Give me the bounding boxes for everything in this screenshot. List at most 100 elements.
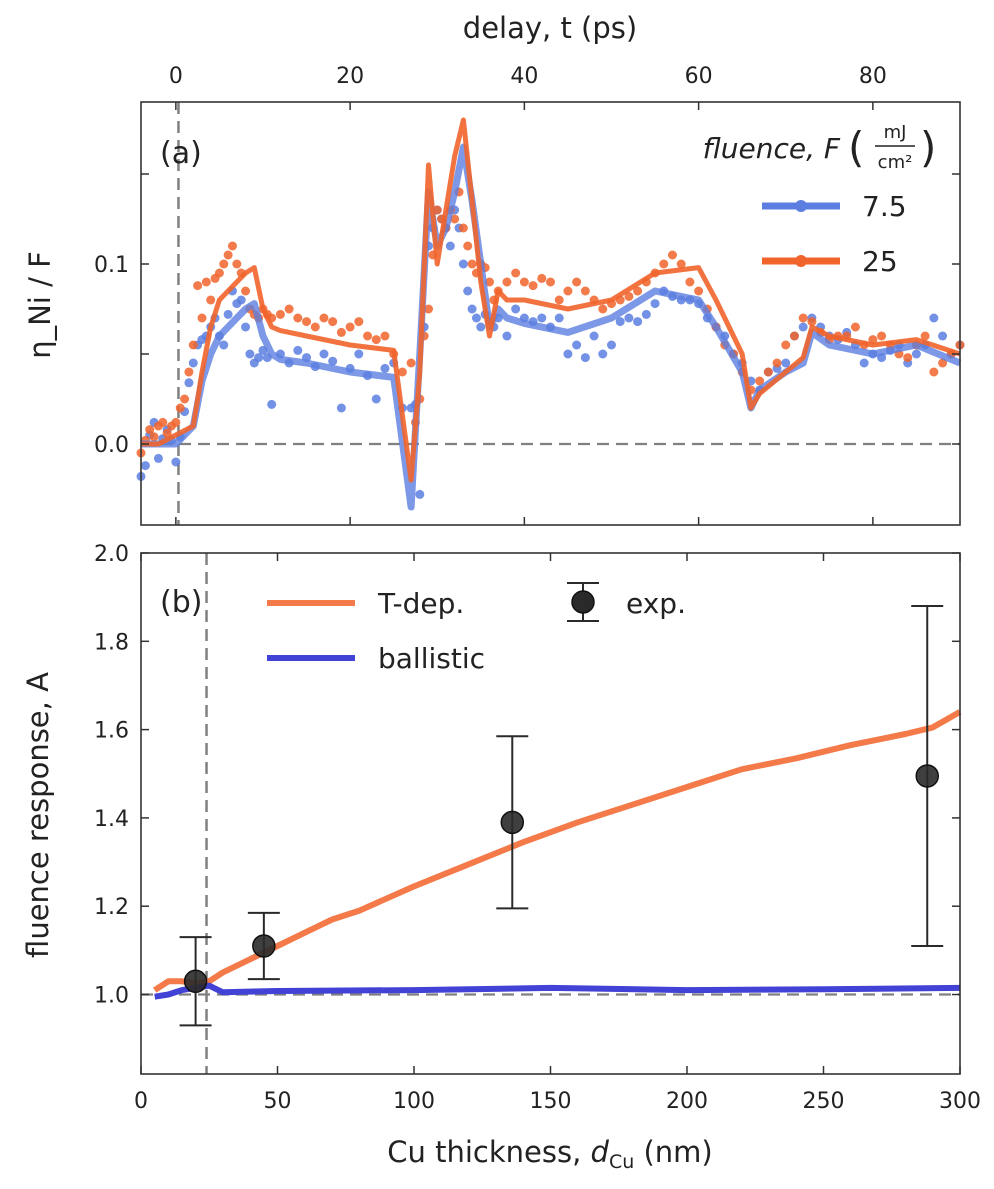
- legend-paren-right: ): [920, 123, 936, 172]
- y-tick-label: 1.6: [94, 719, 129, 744]
- data-point-series-7.5: [184, 378, 194, 388]
- data-point-series-25: [789, 331, 799, 341]
- y-tick-label: 1.4: [94, 807, 129, 832]
- data-point-series-7.5: [471, 313, 481, 323]
- y-tick-label: 1.2: [94, 895, 129, 920]
- data-point-series-25: [502, 277, 512, 287]
- data-point-series-25: [201, 277, 211, 287]
- data-point-series-7.5: [371, 394, 381, 404]
- top-x-tick-label: 0: [169, 64, 183, 89]
- data-point-series-25: [807, 317, 817, 327]
- experiment-point: [915, 764, 939, 788]
- y-axis-label-b: fluence response, A: [21, 672, 55, 958]
- data-point-series-7.5: [537, 313, 547, 323]
- data-point-series-7.5: [336, 403, 346, 413]
- data-point-series-25: [345, 322, 355, 332]
- data-point-series-25: [328, 317, 338, 327]
- experiment-point: [183, 969, 208, 994]
- panel-a: 0 20 40 60 80 0.0 0.1 (a) delay, t (ps) η_Ni /…: [23, 11, 965, 526]
- data-point-series-7.5: [245, 349, 255, 359]
- data-point-series-25: [868, 335, 878, 345]
- data-point-series-25: [145, 425, 155, 435]
- data-point-series-25: [485, 277, 495, 287]
- data-point-series-25: [755, 376, 765, 386]
- data-point-series-25: [667, 250, 677, 260]
- data-point-series-7.5: [267, 399, 277, 409]
- data-point-series-25: [877, 331, 887, 341]
- legend-label-25: 25: [862, 245, 898, 278]
- model-line-ballistic: [154, 982, 961, 1000]
- data-point-series-25: [193, 281, 203, 291]
- top-x-tick-label: 40: [510, 64, 538, 89]
- data-point-series-7.5: [415, 489, 425, 499]
- data-point-series-7.5: [929, 313, 939, 323]
- data-point-series-25: [537, 273, 547, 283]
- legend-unit-num: mJ: [884, 122, 907, 143]
- data-point-series-7.5: [589, 331, 599, 341]
- data-point-series-7.5: [354, 349, 364, 359]
- data-point-series-25: [467, 259, 477, 269]
- data-point-series-25: [188, 340, 198, 350]
- x-tick-label: 150: [530, 1089, 572, 1114]
- legend-a: fluence, F ( mJ cm² ) 7.5 25: [703, 122, 937, 278]
- legend-marker-exp: [571, 590, 595, 614]
- data-point-series-25: [685, 277, 695, 287]
- data-point-series-7.5: [328, 356, 338, 366]
- data-point-series-25: [227, 241, 237, 251]
- data-point-series-7.5: [236, 295, 246, 305]
- top-x-tick-label: 60: [685, 64, 713, 89]
- data-point-series-7.5: [171, 457, 181, 467]
- data-point-series-7.5: [241, 322, 251, 332]
- data-point-series-25: [232, 259, 242, 269]
- data-point-series-7.5: [938, 331, 948, 341]
- data-point-series-7.5: [624, 313, 634, 323]
- experiment-point: [500, 810, 525, 835]
- data-point-series-7.5: [445, 241, 455, 251]
- y-tick-label: 1.0: [94, 984, 129, 1009]
- scatter-points: [136, 187, 965, 499]
- data-point-series-25: [293, 313, 303, 323]
- data-point-series-7.5: [650, 299, 660, 309]
- data-point-series-25: [175, 403, 185, 413]
- data-point-series-7.5: [859, 358, 869, 368]
- x-tick-label: 100: [393, 1089, 435, 1114]
- data-point-series-25: [519, 277, 529, 287]
- axis-ticks-a: 0 20 40 60 80 0.0 0.1: [94, 64, 960, 525]
- x-tick-label: 300: [939, 1089, 981, 1114]
- data-point-series-25: [206, 295, 216, 305]
- data-point-series-25: [450, 214, 460, 224]
- data-point-series-25: [458, 223, 468, 233]
- data-point-series-25: [463, 241, 473, 251]
- data-point-series-25: [598, 304, 608, 314]
- data-point-series-25: [354, 317, 364, 327]
- x-tick-label: 0: [134, 1089, 148, 1114]
- legend-b: T-dep. ballistic exp.: [267, 582, 686, 675]
- x-axis-label-b: Cu thickness, dCu (nm): [387, 1135, 713, 1173]
- data-point-series-25: [184, 367, 194, 377]
- data-point-series-25: [763, 367, 773, 377]
- data-point-series-25: [920, 331, 930, 341]
- plot-frame-a: [140, 101, 961, 526]
- data-point-series-25: [162, 428, 172, 438]
- data-point-series-7.5: [606, 340, 616, 350]
- data-point-series-25: [336, 327, 346, 337]
- data-point-series-7.5: [140, 461, 150, 471]
- panel-label-a: (a): [160, 136, 202, 171]
- data-point-series-7.5: [458, 259, 468, 269]
- data-point-series-7.5: [219, 340, 229, 350]
- data-point-series-7.5: [467, 304, 477, 314]
- data-point-series-25: [633, 286, 643, 296]
- data-point-series-25: [798, 313, 808, 323]
- data-point-series-25: [772, 358, 782, 368]
- y-tick-label: 1.8: [94, 630, 129, 655]
- legend-title: fluence, F: [703, 132, 841, 165]
- legend-unit-den: cm²: [878, 152, 913, 173]
- data-point-series-25: [284, 304, 294, 314]
- data-point-series-7.5: [502, 331, 512, 341]
- data-point-series-25: [197, 313, 207, 323]
- data-point-series-7.5: [563, 349, 573, 359]
- data-point-series-25: [903, 353, 913, 363]
- legend-label-tdep: T-dep.: [377, 587, 464, 620]
- x-tick-label: 50: [264, 1089, 292, 1114]
